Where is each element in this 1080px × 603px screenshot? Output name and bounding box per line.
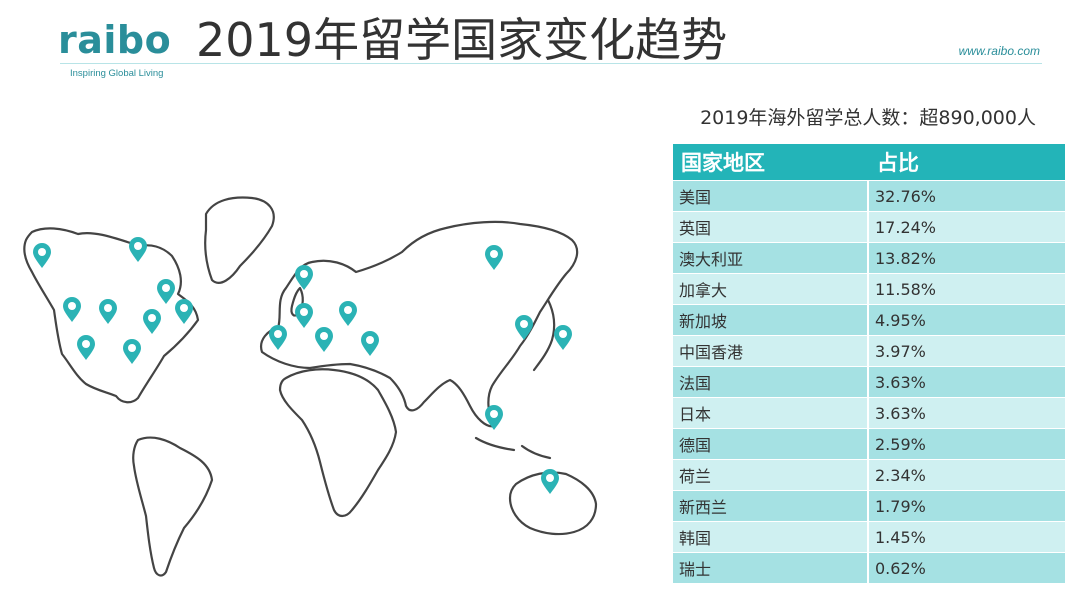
map-pin-icon [143,309,161,334]
map-pin-icon [157,279,175,304]
country-cell: 澳大利亚 [673,243,869,273]
map-pin-icon [129,237,147,262]
table-header-row: 国家地区 占比 [673,144,1065,180]
table-row: 中国香港 3.97% [673,336,1065,366]
table-row: 美国 32.76% [673,181,1065,211]
map-pin-icon [485,245,503,270]
country-cell: 法国 [673,367,869,397]
greenland-outline [204,196,275,284]
table-row: 英国 17.24% [673,212,1065,242]
country-cell: 瑞士 [673,553,869,583]
map-pin-icon [485,405,503,430]
share-cell: 13.82% [869,243,1065,273]
japan-outline [532,298,556,372]
share-cell: 32.76% [869,181,1065,211]
country-cell: 日本 [673,398,869,428]
header-country: 国家地区 [673,144,869,180]
share-cell: 3.63% [869,398,1065,428]
table-row: 韩国 1.45% [673,522,1065,552]
header-share: 占比 [869,144,1065,180]
share-cell: 1.79% [869,491,1065,521]
total-students-caption: 2019年海外留学总人数：超890,000人 [700,107,1036,129]
map-pin-icon [361,331,379,356]
table-row: 新西兰 1.79% [673,491,1065,521]
country-cell: 中国香港 [673,336,869,366]
share-cell: 4.95% [869,305,1065,335]
share-cell: 3.63% [869,367,1065,397]
table-row: 日本 3.63% [673,398,1065,428]
table-row: 荷兰 2.34% [673,460,1065,490]
logo-wordmark: raibo [58,18,172,62]
country-cell: 加拿大 [673,274,869,304]
table-row: 新加坡 4.95% [673,305,1065,335]
africa-outline [278,368,398,518]
map-pin-icon [554,325,572,350]
table-row: 澳大利亚 13.82% [673,243,1065,273]
share-cell: 3.97% [869,336,1065,366]
share-cell: 11.58% [869,274,1065,304]
table-row: 法国 3.63% [673,367,1065,397]
share-cell: 2.34% [869,460,1065,490]
share-cell: 2.59% [869,429,1065,459]
table-row: 加拿大 11.58% [673,274,1065,304]
map-pin-icon [541,469,559,494]
country-cell: 英国 [673,212,869,242]
map-pin-icon [515,315,533,340]
map-pin-icon [123,339,141,364]
brand-logo: raibo Inspiring Global Living [58,20,198,79]
logo-tagline: Inspiring Global Living [70,68,164,79]
map-pin-icon [77,335,95,360]
australia-outline [508,471,598,536]
map-pin-icon [315,327,333,352]
country-share-table: 国家地区 占比 美国 32.76% 英国 17.24% 澳大利亚 13.82% 加拿大… [673,143,1065,584]
map-pin-icon [175,299,193,324]
map-pin-icon [339,301,357,326]
page-title: 2019年留学国家变化趋势 [196,13,728,67]
country-cell: 新西兰 [673,491,869,521]
country-cell: 荷兰 [673,460,869,490]
table-row: 瑞士 0.62% [673,553,1065,583]
south-america-outline [132,436,214,577]
map-pin-icon [63,297,81,322]
map-pin-icon [295,265,313,290]
country-cell: 德国 [673,429,869,459]
world-map [23,196,598,577]
map-pin-icon [295,303,313,328]
share-cell: 1.45% [869,522,1065,552]
map-pin-icon [99,299,117,324]
map-pin-icon [269,325,287,350]
country-cell: 美国 [673,181,869,211]
country-cell: 新加坡 [673,305,869,335]
share-cell: 0.62% [869,553,1065,583]
sea-islands-outline [474,436,552,460]
header-divider [60,63,1042,64]
table-row: 德国 2.59% [673,429,1065,459]
country-cell: 韩国 [673,522,869,552]
share-cell: 17.24% [869,212,1065,242]
map-pin-icon [33,243,51,268]
uk-outline [290,286,304,317]
website-link[interactable]: www.raibo.com [958,44,1040,58]
